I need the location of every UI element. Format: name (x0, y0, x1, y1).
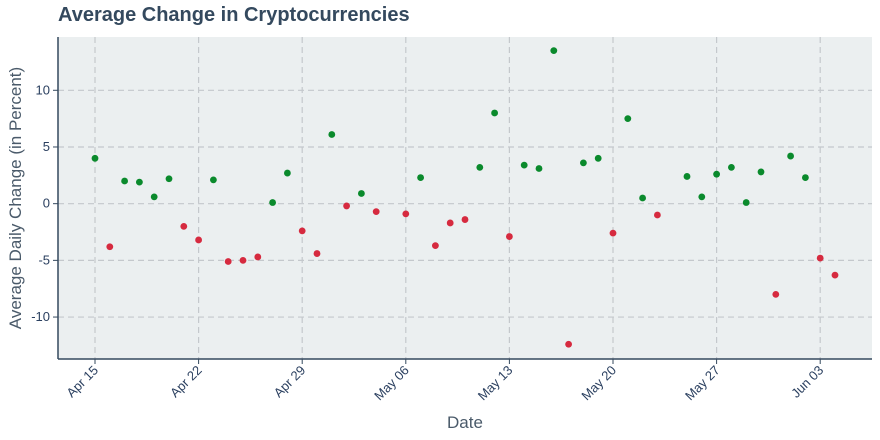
data-point (165, 175, 173, 183)
y-axis-title: Average Daily Change (in Percent) (6, 67, 25, 329)
data-point (195, 236, 203, 244)
data-point (609, 229, 617, 237)
data-point (343, 202, 350, 210)
y-tick-labels: 10 5 0 -5 -10 (31, 82, 50, 324)
x-axis-title: Date (447, 413, 483, 432)
data-point (121, 177, 128, 185)
data-point (639, 194, 646, 202)
y-tick-label: -10 (31, 309, 50, 324)
data-point (224, 258, 232, 265)
y-tick-label: 0 (43, 196, 50, 211)
data-point (417, 174, 424, 181)
data-point (432, 242, 439, 250)
data-point (358, 190, 365, 197)
data-point (802, 174, 809, 181)
grid-lines (58, 37, 872, 359)
x-tick-label: Apr 15 (63, 363, 101, 401)
x-tick-label: Apr 29 (271, 363, 309, 401)
data-point (372, 208, 380, 216)
data-point (831, 271, 839, 279)
data-point (313, 250, 321, 257)
x-tick-labels: Apr 15 Apr 22 Apr 29 May 06 May 13 May 20 May … (63, 363, 826, 404)
data-point (580, 159, 587, 167)
data-point (269, 199, 276, 206)
x-tick-label: Apr 22 (167, 363, 205, 401)
data-point (728, 163, 735, 171)
data-point (328, 131, 336, 138)
data-point (150, 193, 158, 201)
x-tick-label: May 06 (371, 363, 412, 404)
data-point (491, 109, 498, 117)
data-point (594, 154, 602, 162)
data-point (402, 210, 410, 218)
data-point (210, 176, 217, 184)
data-point (772, 290, 780, 298)
y-tick-label: 10 (36, 82, 50, 97)
plot-area (58, 37, 872, 359)
data-point (816, 254, 824, 262)
data-point (446, 219, 454, 227)
data-point (254, 253, 262, 261)
x-tick-label: May 13 (475, 363, 516, 404)
y-tick-label: 5 (43, 139, 50, 154)
data-point (683, 173, 691, 180)
y-tick-label: -5 (38, 252, 50, 267)
data-point (506, 233, 513, 240)
data-point (535, 165, 543, 172)
data-point (565, 340, 572, 348)
data-point (136, 178, 143, 186)
data-point (284, 169, 291, 177)
data-point (239, 256, 247, 264)
data-point (742, 199, 750, 206)
data-point (713, 170, 720, 178)
x-tick-label: Jun 03 (788, 363, 826, 401)
data-point (91, 154, 99, 162)
data-point (787, 152, 794, 160)
data-point (698, 193, 706, 201)
data-points (91, 47, 839, 348)
data-point (757, 168, 765, 176)
chart-title: Average Change in Cryptocurrencies (58, 4, 410, 26)
data-point (180, 222, 188, 230)
data-point (461, 216, 469, 223)
x-tick-label: May 27 (682, 363, 723, 404)
data-point (520, 161, 528, 169)
data-point (654, 211, 661, 219)
data-point (298, 227, 306, 235)
data-point (476, 163, 484, 171)
x-tick-label: May 20 (578, 363, 619, 404)
data-point (624, 115, 632, 123)
data-point (550, 47, 558, 55)
data-point (106, 243, 114, 251)
axes (53, 37, 872, 364)
